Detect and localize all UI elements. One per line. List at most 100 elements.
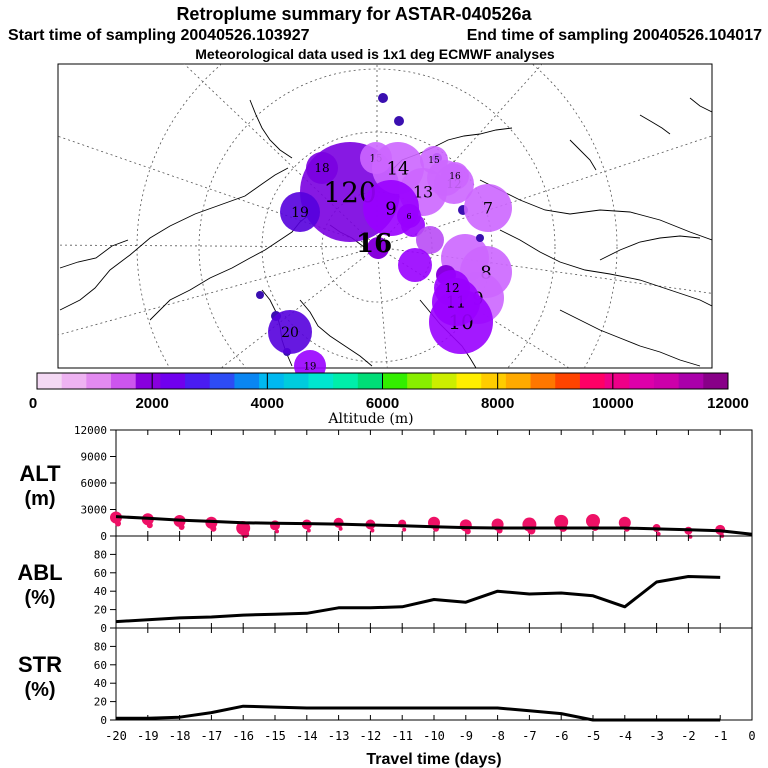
- y-tick-label: 6000: [81, 477, 108, 490]
- y-tick-label: 60: [94, 659, 107, 672]
- plume-marker: [306, 152, 338, 184]
- pole-label: 16: [356, 229, 392, 259]
- x-tick-label: -3: [649, 729, 663, 743]
- altitude-dot: [115, 520, 121, 527]
- x-tick-label: -16: [232, 729, 254, 743]
- colorbar-cell: [209, 373, 235, 389]
- y-tick-label: 80: [94, 640, 107, 653]
- x-tick-label: -1: [713, 729, 727, 743]
- x-tick-label: -15: [264, 729, 286, 743]
- colorbar-cell: [579, 373, 606, 389]
- altitude-dot: [688, 534, 693, 539]
- series-line-alt: [115, 515, 753, 536]
- series-line-str: [116, 704, 721, 722]
- x-tick-label: -12: [360, 729, 382, 743]
- met-data-text: Meteorological data used is 1x1 deg ECMW…: [195, 46, 555, 62]
- plume-marker-label: 6: [406, 212, 411, 221]
- colorbar-cell: [653, 373, 680, 389]
- colorbar-cell: [431, 373, 458, 389]
- plume-marker: [434, 270, 470, 306]
- panel-unit: (%): [24, 587, 55, 609]
- y-tick-label: 80: [94, 548, 107, 561]
- colorbar-cell: [333, 373, 359, 389]
- plume-marker: [280, 192, 320, 232]
- plume-marker-dot: [256, 291, 264, 299]
- plume-marker-labels: 1201815141312919678910111220191615: [268, 142, 512, 382]
- x-tick-label: -17: [201, 729, 223, 743]
- colorbar-cell: [629, 373, 655, 389]
- plume-marker-label: 16: [449, 172, 461, 182]
- y-tick-label: 20: [94, 604, 107, 617]
- colorbar-label: 12000: [707, 395, 749, 412]
- series-line-abl: [115, 575, 721, 624]
- colorbar-label: 4000: [251, 395, 284, 412]
- time-series-panels: 030006000900012000ALT(m)020406080ABL(%)0…: [17, 424, 755, 768]
- colorbar-cell: [234, 373, 260, 389]
- x-tick-label: -18: [169, 729, 191, 743]
- plume-marker-label: 9: [385, 198, 396, 219]
- y-tick-label: 0: [100, 622, 107, 635]
- colorbar-label: 8000: [481, 395, 514, 412]
- colorbar-cell: [283, 373, 309, 389]
- figure-title: Retroplume summary for ASTAR-040526a: [176, 4, 532, 24]
- colorbar-cell: [61, 373, 87, 389]
- altitude-dot: [241, 530, 250, 539]
- colorbar-cell: [505, 373, 532, 389]
- x-tick-label: -13: [328, 729, 350, 743]
- altitude-dot: [146, 522, 153, 529]
- colorbar-cell: [185, 373, 211, 389]
- plume-marker-label: 12: [444, 281, 459, 295]
- colorbar-cell: [555, 373, 581, 389]
- x-tick-label: -20: [105, 729, 127, 743]
- altitude-dot: [275, 529, 279, 534]
- start-sampling-text: Start time of sampling 20040526.103927: [8, 27, 310, 44]
- x-tick-label: -5: [586, 729, 600, 743]
- colorbar-label: 0: [29, 395, 37, 412]
- x-tick-label: -14: [296, 729, 318, 743]
- plume-marker-dot: [394, 116, 404, 126]
- colorbar-cell: [382, 373, 408, 389]
- colorbar-cell: [259, 373, 285, 389]
- altitude-dot: [210, 525, 217, 532]
- panel-abl: 0 20 40 60 80 ABL(%): [17, 535, 753, 635]
- altitude-dot: [656, 532, 661, 537]
- colorbar-cell: [357, 373, 383, 389]
- y-tick-label: 40: [94, 677, 107, 690]
- y-tick-label: 40: [94, 585, 107, 598]
- plume-marker-label: 19: [291, 205, 309, 221]
- panel-label: STR: [18, 652, 62, 677]
- y-tick-label: 9000: [81, 451, 108, 464]
- plume-marker-label: 15: [428, 156, 440, 166]
- x-tick-label: -2: [681, 729, 695, 743]
- y-tick-label: 20: [94, 696, 107, 709]
- colorbar-cells: [37, 373, 729, 389]
- colorbar-cell: [308, 373, 334, 389]
- x-tick-label: -10: [423, 729, 445, 743]
- x-tick-label: -7: [522, 729, 536, 743]
- plume-marker-blob: [398, 248, 432, 282]
- altitude-dot: [402, 527, 407, 532]
- plume-marker-blob: [416, 226, 444, 254]
- plume-marker-label: 18: [314, 161, 329, 175]
- plume-marker-label: 20: [281, 325, 299, 341]
- plume-marker-label: 19: [304, 362, 317, 373]
- retroplume-map: 1201815141312919678910111220191615 16: [57, 63, 713, 382]
- colorbar-cell: [481, 373, 507, 389]
- plume-marker-blob: [367, 237, 389, 259]
- x-tick-label: -11: [391, 729, 413, 743]
- y-tick-label: 0: [100, 530, 107, 543]
- colorbar-labels: 0 2000 4000 6000 8000 10000 12000: [29, 373, 749, 412]
- colorbar-label: 6000: [366, 395, 399, 412]
- plume-marker-label: 7: [483, 199, 493, 218]
- altitude-dot: [306, 528, 311, 533]
- altitude-dot: [370, 528, 375, 533]
- colorbar-cell: [530, 373, 556, 389]
- x-tick-label: -9: [459, 729, 473, 743]
- colorbar-cell: [86, 373, 112, 389]
- x-tick-label: -4: [618, 729, 632, 743]
- plume-marker: [441, 162, 469, 190]
- panel-unit: (m): [24, 488, 55, 510]
- y-tick-label: 3000: [81, 504, 108, 517]
- plume-marker: [464, 184, 512, 232]
